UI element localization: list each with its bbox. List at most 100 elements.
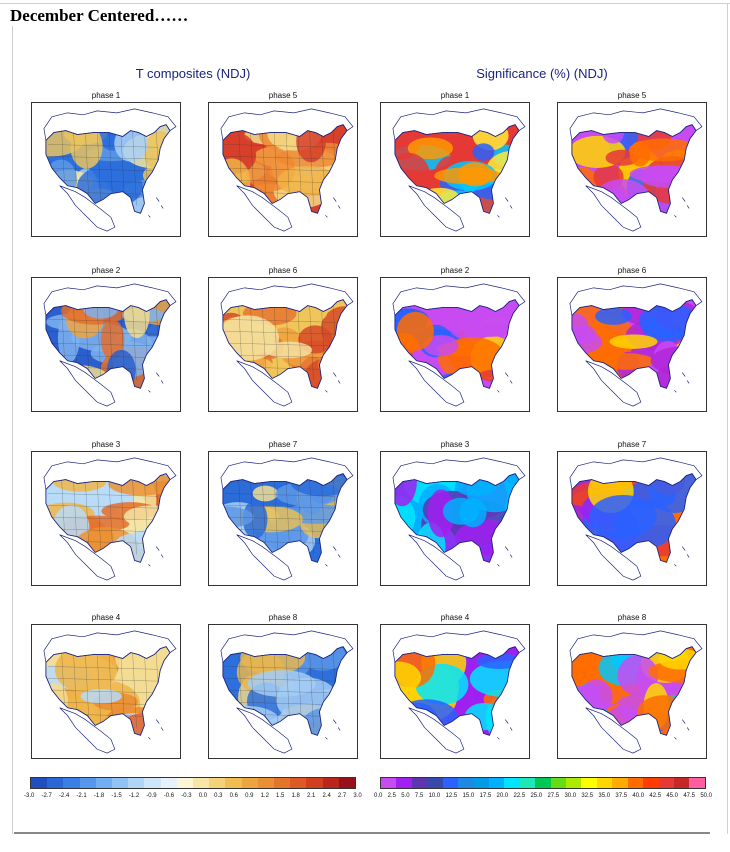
temperature-map-panel xyxy=(31,277,181,412)
temperature-colorbar-swatch xyxy=(176,778,194,788)
us-map-icon xyxy=(43,283,177,407)
significance-colorbar-swatch xyxy=(674,778,690,788)
us-map-icon xyxy=(220,108,354,232)
temperature-tick-label: -0.9 xyxy=(146,793,157,799)
significance-tick-label: 15.0 xyxy=(462,793,475,799)
t-panel-4-label: phase 3 xyxy=(91,440,121,449)
us-map-icon xyxy=(43,457,177,581)
page-title: December Centered…… xyxy=(10,6,189,25)
temperature-colorbar-swatch xyxy=(128,778,145,788)
s-panel-3-label: phase 6 xyxy=(617,266,647,275)
us-map-icon xyxy=(43,630,177,754)
significance-tick-label: 27.5 xyxy=(547,793,560,799)
significance-colorbar-swatch xyxy=(488,778,505,788)
temperature-colorbar-swatch xyxy=(322,778,339,788)
temperature-tick-label: -0.6 xyxy=(163,793,175,799)
us-map-icon xyxy=(569,283,703,407)
us-map-icon xyxy=(220,283,354,407)
temperature-colorbar-swatch xyxy=(112,778,129,788)
t-panel-7-label: phase 8 xyxy=(268,613,298,622)
significance-colorbar-swatch xyxy=(581,778,597,788)
t-panel-3-label: phase 6 xyxy=(268,266,298,275)
significance-tick-label: 32.5 xyxy=(581,793,594,799)
significance-tick-label: 37.5 xyxy=(615,793,628,799)
significance-map-panel xyxy=(380,624,530,759)
significance-section-title: Significance (%) (NDJ) xyxy=(476,66,608,81)
temperature-tick-label: 2.7 xyxy=(337,793,347,799)
temperature-tick-label: -0.3 xyxy=(181,793,192,799)
temperature-map-panel xyxy=(208,102,358,237)
temperature-tick-label: -2.7 xyxy=(41,793,52,799)
temperature-colorbar-swatch xyxy=(306,778,323,788)
t-panel-5-label: phase 7 xyxy=(268,440,298,449)
temperature-map-panel xyxy=(31,102,181,237)
significance-map-panel xyxy=(380,102,530,237)
significance-tick-label: 22.5 xyxy=(513,793,526,799)
temperature-tick-label: 3.0 xyxy=(353,793,362,799)
significance-colorbar-swatch xyxy=(658,778,675,788)
temperature-section-title: T composites (NDJ) xyxy=(135,66,251,81)
significance-colorbar-swatch xyxy=(612,778,628,788)
significance-colorbar-swatch xyxy=(689,778,705,788)
significance-tick-label: 25.0 xyxy=(530,793,543,799)
temperature-tick-label: 0.6 xyxy=(229,793,238,799)
significance-tick-label: 12.5 xyxy=(445,793,458,799)
temperature-tick-label: -1.8 xyxy=(93,793,105,799)
us-map-icon xyxy=(569,630,703,754)
significance-colorbar-swatch xyxy=(504,778,520,788)
us-map-icon xyxy=(569,108,703,232)
temperature-colorbar-swatch xyxy=(63,778,80,788)
us-map-icon xyxy=(43,108,177,232)
us-map-icon xyxy=(392,283,526,407)
significance-tick-label: 35.0 xyxy=(598,793,611,799)
significance-colorbar-swatch xyxy=(427,778,443,788)
temperature-colorbar-ticks: -3.0 -2.7 -2.4 -2.1 -1.8 -1.5 -1.2 -0.9 -0.6 -0.3… xyxy=(24,793,362,799)
significance-tick-label: 0.0 xyxy=(374,793,383,799)
s-panel-2-label: phase 2 xyxy=(440,266,470,275)
significance-colorbar-swatch xyxy=(473,778,489,788)
significance-map-panel xyxy=(557,451,707,586)
significance-colorbar-swatch xyxy=(643,778,659,788)
significance-colorbar-swatch xyxy=(550,778,567,788)
t-panel-0-label: phase 1 xyxy=(91,91,121,100)
temperature-colorbar-swatch xyxy=(241,778,258,788)
significance-map-panel xyxy=(557,277,707,412)
significance-colorbar-ticks: 0.0 2.5 5.0 7.5 10.0 12.5 15.0 17.5 20.0 22.5 25.0… xyxy=(374,793,712,799)
temperature-colorbar-swatch xyxy=(257,778,275,788)
significance-colorbar-swatch xyxy=(411,778,428,788)
temperature-colorbar xyxy=(30,777,356,789)
t-panel-2-label: phase 2 xyxy=(91,266,121,275)
temperature-tick-label: 1.2 xyxy=(260,793,269,799)
temperature-tick-label: -3.0 xyxy=(24,793,35,799)
temperature-tick-label: 2.4 xyxy=(322,793,331,799)
temperature-map-panel xyxy=(31,451,181,586)
temperature-tick-label: 0.3 xyxy=(214,793,223,799)
significance-tick-label: 40.0 xyxy=(632,793,645,799)
temperature-colorbar-swatch xyxy=(95,778,113,788)
temperature-colorbar-swatch xyxy=(225,778,242,788)
us-map-icon xyxy=(392,108,526,232)
temperature-colorbar-swatch xyxy=(144,778,161,788)
temperature-colorbar-swatch xyxy=(209,778,226,788)
temperature-colorbar-swatch xyxy=(79,778,96,788)
frame-right xyxy=(727,4,728,834)
temperature-colorbar-swatch xyxy=(160,778,177,788)
significance-tick-label: 50.0 xyxy=(700,793,712,799)
significance-map-panel xyxy=(557,624,707,759)
temperature-tick-label: -1.2 xyxy=(128,793,140,799)
temperature-map-panel xyxy=(208,624,358,759)
temperature-tick-label: -2.1 xyxy=(76,793,87,799)
temperature-colorbar-swatch xyxy=(47,778,64,788)
us-map-icon xyxy=(392,630,526,754)
top-rule xyxy=(0,3,730,4)
us-map-icon xyxy=(392,457,526,581)
significance-tick-label: 10.0 xyxy=(428,793,441,799)
significance-colorbar-swatch xyxy=(396,778,412,788)
temperature-map-panel xyxy=(31,624,181,759)
temperature-tick-label: -2.4 xyxy=(58,793,70,799)
s-panel-4-label: phase 3 xyxy=(440,440,470,449)
temperature-map-panel xyxy=(208,277,358,412)
frame-left xyxy=(12,26,13,834)
temperature-tick-label: 1.5 xyxy=(276,793,285,799)
significance-colorbar xyxy=(380,777,706,789)
